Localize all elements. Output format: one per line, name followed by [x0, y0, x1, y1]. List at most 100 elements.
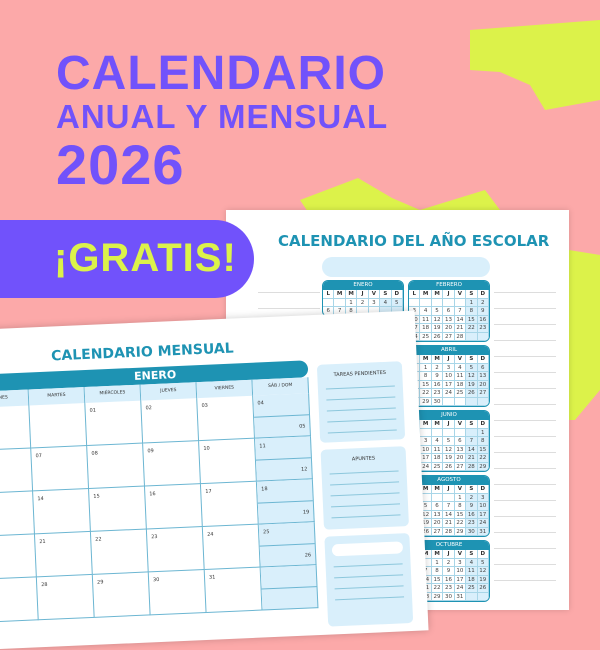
mini-calendar-month: AGOSTO — [409, 476, 489, 485]
day-number: 15 — [93, 493, 100, 500]
day-cell[interactable]: 21 — [34, 531, 93, 578]
mini-calendar-febrero: FEBREROLMMJVSD12345678910111213141516171… — [408, 280, 490, 342]
day-cell[interactable]: 23 — [146, 527, 205, 573]
mini-day — [454, 397, 467, 406]
day-cell[interactable] — [0, 577, 39, 623]
mini-day — [431, 428, 444, 437]
mini-day — [454, 428, 467, 437]
weekend-cell[interactable]: 04 05 — [253, 393, 311, 439]
day-cell[interactable]: 10 — [199, 438, 257, 485]
mini-day: 5 — [477, 558, 489, 567]
mini-day — [420, 428, 432, 437]
mini-day: 15 — [466, 315, 478, 324]
day-number: 17 — [205, 488, 212, 495]
note-line — [494, 436, 556, 437]
mini-day: 16 — [431, 380, 444, 389]
day-cell[interactable] — [0, 491, 35, 537]
day-cell[interactable] — [0, 534, 37, 580]
mini-day: 13 — [443, 315, 455, 324]
headline-year: 2026 — [56, 133, 185, 196]
day-number: 24 — [207, 531, 214, 538]
mini-day: 28 — [466, 462, 478, 471]
day-number: 01 — [89, 407, 97, 414]
weekday-label: V — [454, 290, 467, 299]
weekend-cell[interactable]: 25 26 — [258, 522, 317, 568]
weekday-label: M — [345, 290, 358, 299]
day-cell[interactable]: 31 — [204, 567, 263, 613]
mini-day: 4 — [466, 558, 478, 567]
weekend-cell[interactable]: 11 12 — [255, 436, 313, 482]
headline-line2: ANUAL Y MENSUAL — [56, 98, 389, 135]
mini-day — [466, 428, 478, 437]
day-cell[interactable]: 01 — [85, 400, 144, 446]
day-cell[interactable]: 29 — [92, 572, 151, 618]
mini-day: 24 — [477, 519, 489, 528]
mini-day — [420, 493, 432, 502]
mini-calendar-month: ENERO — [323, 281, 403, 290]
mini-day: 7 — [454, 307, 467, 316]
day-cell[interactable] — [0, 448, 34, 494]
mini-day: 9 — [477, 307, 489, 316]
day-cell[interactable]: 17 — [200, 481, 259, 528]
day-number: 29 — [97, 579, 104, 586]
weekday-label: M — [431, 485, 444, 494]
weekend-cell[interactable]: 18 19 — [256, 479, 315, 525]
mini-day: 28 — [454, 332, 467, 341]
day-cell[interactable] — [29, 403, 88, 449]
day-number: 18 — [261, 486, 268, 493]
day-number: 05 — [299, 423, 306, 430]
mini-day: 1 — [477, 428, 489, 437]
day-number: 28 — [41, 581, 48, 589]
mini-day: 1 — [431, 558, 444, 567]
weekday-label: V — [454, 355, 467, 364]
mini-day — [466, 332, 478, 341]
mini-day: 21 — [454, 324, 467, 333]
day-cell[interactable]: 28 — [36, 574, 95, 621]
monthly-calendar-title: CALENDARIO MENSUAL — [50, 340, 234, 365]
weekday-label: M — [420, 485, 432, 494]
weekday-label: L — [323, 290, 335, 299]
mini-day: 25 — [466, 584, 478, 593]
mini-day: 7 — [443, 502, 455, 511]
weekday-label: M — [420, 420, 432, 429]
mini-day — [477, 397, 489, 406]
day-cell[interactable]: 08 — [87, 443, 145, 489]
mini-day: 12 — [477, 567, 489, 576]
note-line — [494, 388, 556, 389]
mini-day: 6 — [443, 307, 455, 316]
mini-day: 12 — [431, 315, 444, 324]
mini-day: 13 — [477, 372, 489, 381]
mini-day: 29 — [420, 397, 432, 406]
extra-panel-title-field — [331, 541, 404, 557]
weekend-cell[interactable] — [260, 565, 319, 611]
mini-day: 29 — [454, 527, 467, 536]
day-cell[interactable]: 03 — [197, 395, 256, 442]
note-line — [494, 340, 556, 341]
weekday-label: J — [357, 290, 369, 299]
weekday-label: V — [454, 420, 467, 429]
day-cell[interactable]: 07 — [31, 445, 90, 492]
mini-day: 10 — [477, 502, 489, 511]
mini-day: 13 — [431, 510, 444, 519]
day-cell[interactable]: 16 — [144, 484, 203, 530]
mini-day: 19 — [443, 454, 455, 463]
mini-day: 20 — [477, 380, 489, 389]
day-cell[interactable]: 15 — [89, 486, 147, 532]
day-cell[interactable]: 24 — [202, 524, 261, 570]
weekday-label: D — [477, 355, 489, 364]
mini-day: 15 — [420, 380, 432, 389]
note-line — [494, 308, 556, 309]
mini-day: 1 — [345, 298, 358, 307]
day-cell[interactable]: 22 — [90, 529, 149, 575]
day-cell[interactable]: 14 — [33, 488, 91, 535]
day-cell[interactable]: 09 — [143, 441, 201, 487]
mini-day: 12 — [443, 445, 455, 454]
note-line — [494, 324, 556, 325]
day-cell[interactable]: 02 — [141, 398, 200, 444]
day-number: 12 — [300, 466, 308, 473]
day-cell[interactable] — [0, 405, 32, 451]
mini-day: 3 — [477, 493, 489, 502]
mini-day: 11 — [431, 445, 444, 454]
day-cell[interactable]: 30 — [148, 569, 207, 616]
mini-day: 14 — [454, 315, 467, 324]
